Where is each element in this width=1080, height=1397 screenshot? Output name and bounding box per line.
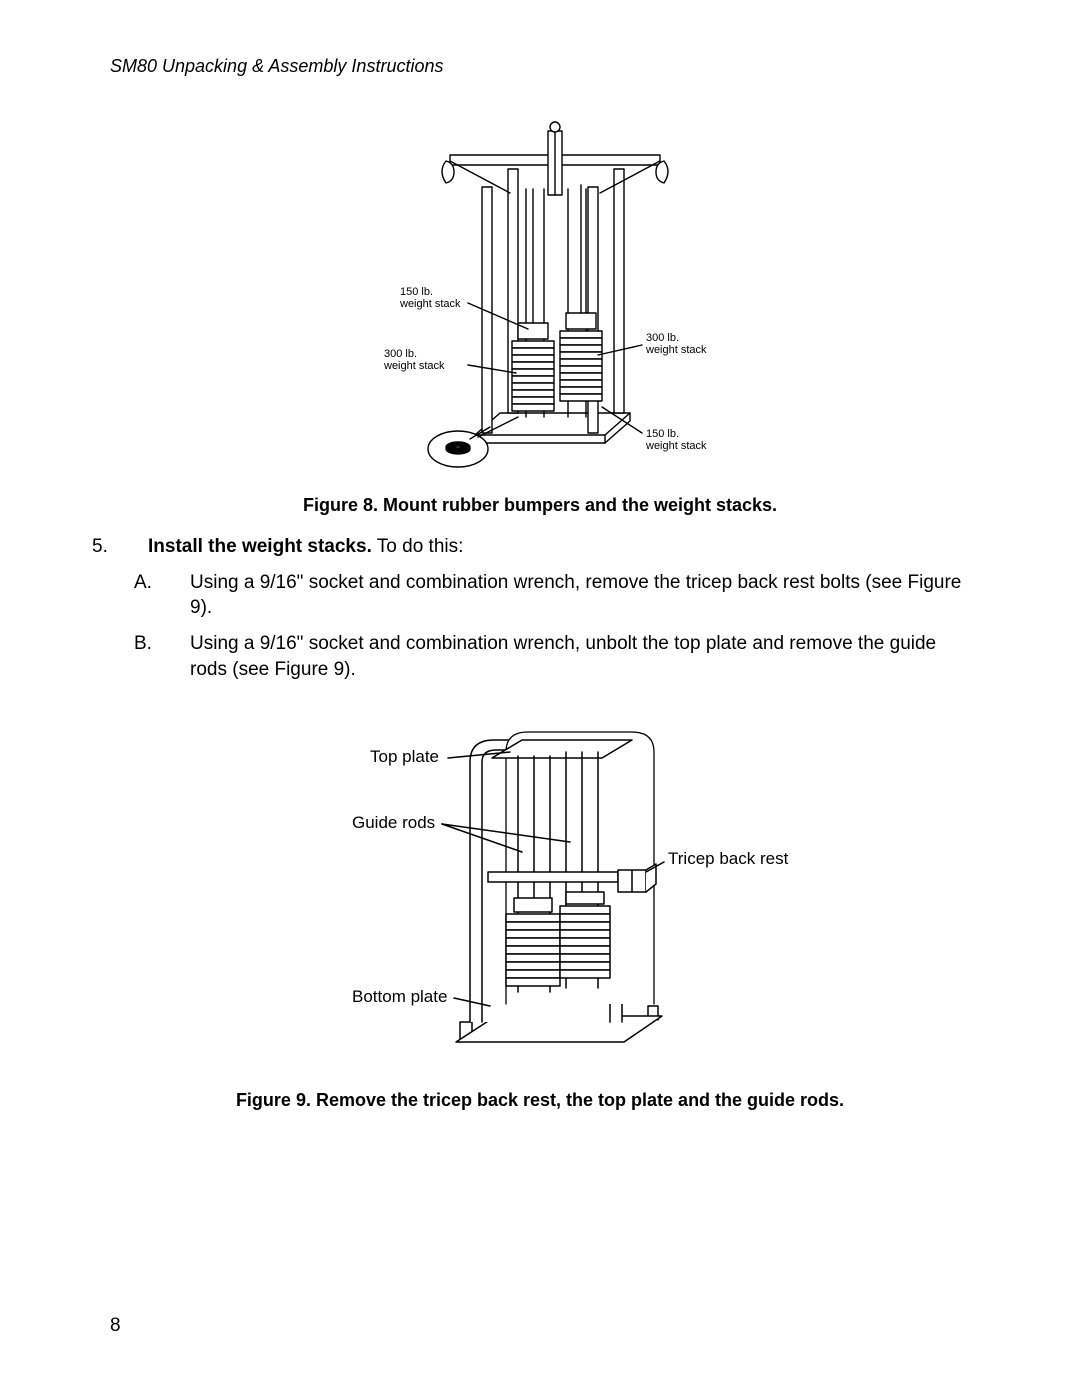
step-5-bold: Install the weight stacks.	[148, 536, 372, 557]
page-number: 8	[110, 1315, 121, 1337]
fig8-label-tl2: weight stack	[399, 298, 461, 310]
fig8-label-bl1: 300 lb.	[384, 348, 417, 360]
step-5-rest: To do this:	[372, 536, 464, 557]
figure-9-svg: Top plate Guide rods Tricep back rest Bo…	[260, 722, 820, 1072]
substep-b-text: Using a 9/16" socket and combination wre…	[190, 633, 936, 680]
fig8-label-tl1: 150 lb.	[400, 286, 433, 298]
fig8-label-tr1: 300 lb.	[646, 332, 679, 344]
step-5: 5.Install the weight stacks. To do this:…	[110, 534, 970, 682]
step-5-number: 5.	[120, 534, 148, 560]
fig8-label-br2: weight stack	[645, 440, 707, 452]
page-header: SM80 Unpacking & Assembly Instructions	[110, 56, 970, 77]
substep-b-letter: B.	[162, 631, 190, 657]
fig9-label-bottom: Bottom plate	[352, 987, 447, 1006]
step-5-substeps: A.Using a 9/16" socket and combination w…	[190, 570, 970, 683]
figure-8: 150 lb. weight stack 300 lb. weight stac…	[110, 117, 970, 516]
fig9-label-guide-rods: Guide rods	[352, 813, 435, 832]
fig8-label-bl2: weight stack	[383, 360, 445, 372]
fig9-label-top-plate: Top plate	[370, 747, 439, 766]
step-5-title: 5.Install the weight stacks. To do this:	[148, 534, 970, 560]
figure-8-svg: 150 lb. weight stack 300 lb. weight stac…	[330, 117, 750, 477]
figure-8-caption: Figure 8. Mount rubber bumpers and the w…	[110, 495, 970, 516]
fig8-label-br1: 150 lb.	[646, 428, 679, 440]
substep-a-letter: A.	[162, 570, 190, 596]
fig8-label-tr2: weight stack	[645, 344, 707, 356]
substep-a: A.Using a 9/16" socket and combination w…	[190, 570, 970, 621]
page-content: SM80 Unpacking & Assembly Instructions	[110, 56, 970, 1111]
figure-9-caption: Figure 9. Remove the tricep back rest, t…	[110, 1090, 970, 1111]
substep-a-text: Using a 9/16" socket and combination wre…	[190, 572, 961, 619]
substep-b: B.Using a 9/16" socket and combination w…	[190, 631, 970, 682]
fig9-label-tricep: Tricep back rest	[668, 849, 789, 868]
figure-9: Top plate Guide rods Tricep back rest Bo…	[110, 722, 970, 1111]
